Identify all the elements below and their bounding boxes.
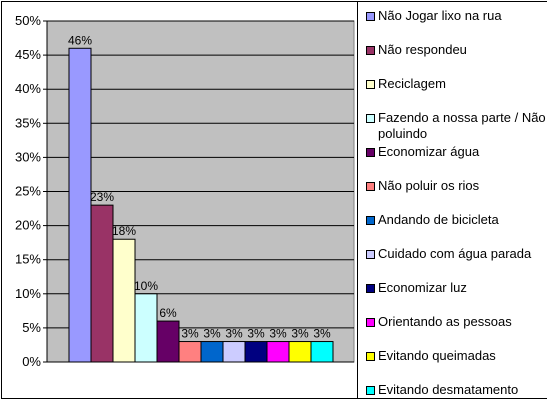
bar	[68, 47, 92, 363]
data-label: 23%	[90, 190, 114, 204]
bar	[200, 341, 224, 363]
legend-swatch	[366, 386, 375, 395]
legend-swatch	[366, 46, 375, 55]
y-tick-label: 35%	[15, 115, 41, 130]
data-label: 18%	[112, 224, 136, 238]
legend-swatch	[366, 182, 375, 191]
y-tick-label: 15%	[15, 252, 41, 267]
data-label: 10%	[134, 279, 158, 293]
chart-legend: Não Jogar lixo na rua Não respondeu Recicl…	[357, 2, 547, 398]
legend-swatch	[366, 80, 375, 89]
y-tick-label: 30%	[15, 149, 41, 164]
data-label: 46%	[68, 33, 92, 47]
legend-swatch	[366, 12, 375, 21]
data-label: 3%	[247, 327, 265, 341]
bar	[112, 238, 136, 363]
legend-label: Não respondeu	[378, 42, 467, 57]
y-tick-label: 20%	[15, 218, 41, 233]
bar	[90, 204, 114, 363]
chart-plot: 0% 5% 10% 15% 20% 25% 30% 35% 40% 45% 50% 46% 23% 18%…	[15, 13, 355, 369]
legend-swatch	[366, 250, 375, 259]
data-label: 3%	[225, 327, 243, 341]
data-label: 3%	[313, 327, 331, 341]
legend-label: Evitando desmatamento	[378, 382, 519, 397]
data-label: 3%	[291, 327, 309, 341]
bar	[222, 341, 246, 363]
bar	[178, 341, 202, 363]
legend-label: Cuidado com água parada	[378, 246, 532, 261]
legend-label: Economizar luz	[378, 280, 467, 295]
data-label: 3%	[203, 327, 221, 341]
y-tick-label: 50%	[15, 13, 41, 28]
y-tick-label: 25%	[15, 184, 41, 199]
legend-swatch	[366, 318, 375, 327]
bar	[288, 341, 312, 363]
bar	[244, 341, 268, 363]
legend-swatch	[366, 216, 375, 225]
data-label: 3%	[269, 327, 287, 341]
bar	[134, 293, 158, 363]
legend-swatch	[366, 352, 375, 361]
legend-swatch	[366, 284, 375, 293]
data-label: 6%	[159, 306, 177, 320]
data-label: 3%	[181, 327, 199, 341]
legend-swatch	[366, 114, 375, 123]
legend-label: Não poluir os rios	[378, 178, 480, 193]
bar	[266, 341, 290, 363]
legend-label: Reciclagem	[378, 76, 446, 91]
legend-label: Orientando as pessoas	[378, 314, 512, 329]
y-tick-label: 45%	[15, 47, 41, 62]
legend-label: Evitando queimadas	[378, 348, 496, 363]
legend-label: Fazendo a nossa parte / Não poluindo	[378, 110, 546, 141]
legend-label: Andando de bicicleta	[378, 212, 499, 227]
y-tick-label: 40%	[15, 81, 41, 96]
y-tick-label: 5%	[22, 320, 41, 335]
bar	[156, 320, 180, 363]
bar	[310, 341, 334, 363]
legend-label: Não Jogar lixo na rua	[378, 8, 502, 23]
legend-label: Economizar água	[378, 144, 480, 159]
y-tick-label: 0%	[22, 354, 41, 369]
y-tick-label: 10%	[15, 286, 41, 301]
legend-swatch	[366, 148, 375, 157]
